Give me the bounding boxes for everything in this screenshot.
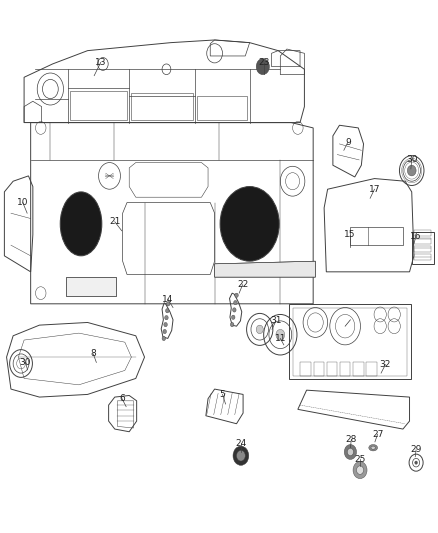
Circle shape: [415, 461, 417, 464]
Text: 31: 31: [270, 317, 282, 325]
Text: 27: 27: [372, 430, 383, 439]
Circle shape: [164, 322, 167, 327]
Text: 24: 24: [235, 439, 247, 448]
Text: 21: 21: [109, 217, 120, 226]
Circle shape: [344, 445, 357, 459]
Text: 14: 14: [162, 295, 173, 303]
Circle shape: [256, 59, 269, 75]
Circle shape: [256, 325, 263, 334]
Text: 16: 16: [410, 232, 422, 240]
Polygon shape: [66, 277, 116, 296]
Text: 15: 15: [344, 230, 355, 239]
Text: 13: 13: [95, 58, 106, 67]
Text: 30: 30: [406, 156, 417, 164]
Ellipse shape: [369, 445, 378, 451]
Circle shape: [353, 462, 367, 479]
Circle shape: [347, 448, 353, 456]
Text: 30: 30: [20, 358, 31, 367]
Circle shape: [233, 446, 249, 465]
Circle shape: [407, 165, 416, 176]
Text: 5: 5: [219, 390, 226, 399]
Circle shape: [162, 336, 166, 341]
Circle shape: [230, 322, 234, 327]
Circle shape: [166, 302, 170, 306]
Ellipse shape: [60, 192, 102, 256]
Circle shape: [234, 301, 237, 305]
Text: 11: 11: [275, 334, 286, 343]
Text: 8: 8: [90, 350, 96, 358]
Circle shape: [233, 308, 236, 312]
Text: 6: 6: [119, 394, 125, 402]
Circle shape: [166, 309, 169, 313]
Text: 23: 23: [258, 59, 269, 67]
Text: 25: 25: [354, 455, 366, 464]
Text: 22: 22: [237, 280, 248, 289]
Circle shape: [163, 329, 166, 334]
Ellipse shape: [371, 446, 375, 449]
Circle shape: [232, 315, 235, 319]
Text: 9: 9: [345, 138, 351, 147]
Text: 28: 28: [346, 435, 357, 444]
Text: 29: 29: [410, 446, 422, 454]
Circle shape: [237, 450, 245, 461]
Circle shape: [276, 329, 285, 340]
Text: 17: 17: [369, 185, 380, 193]
Text: 10: 10: [17, 198, 28, 207]
Text: 32: 32: [380, 360, 391, 369]
Ellipse shape: [220, 187, 279, 261]
Circle shape: [235, 293, 238, 297]
Circle shape: [357, 466, 364, 474]
Circle shape: [165, 316, 168, 320]
Polygon shape: [215, 261, 315, 277]
